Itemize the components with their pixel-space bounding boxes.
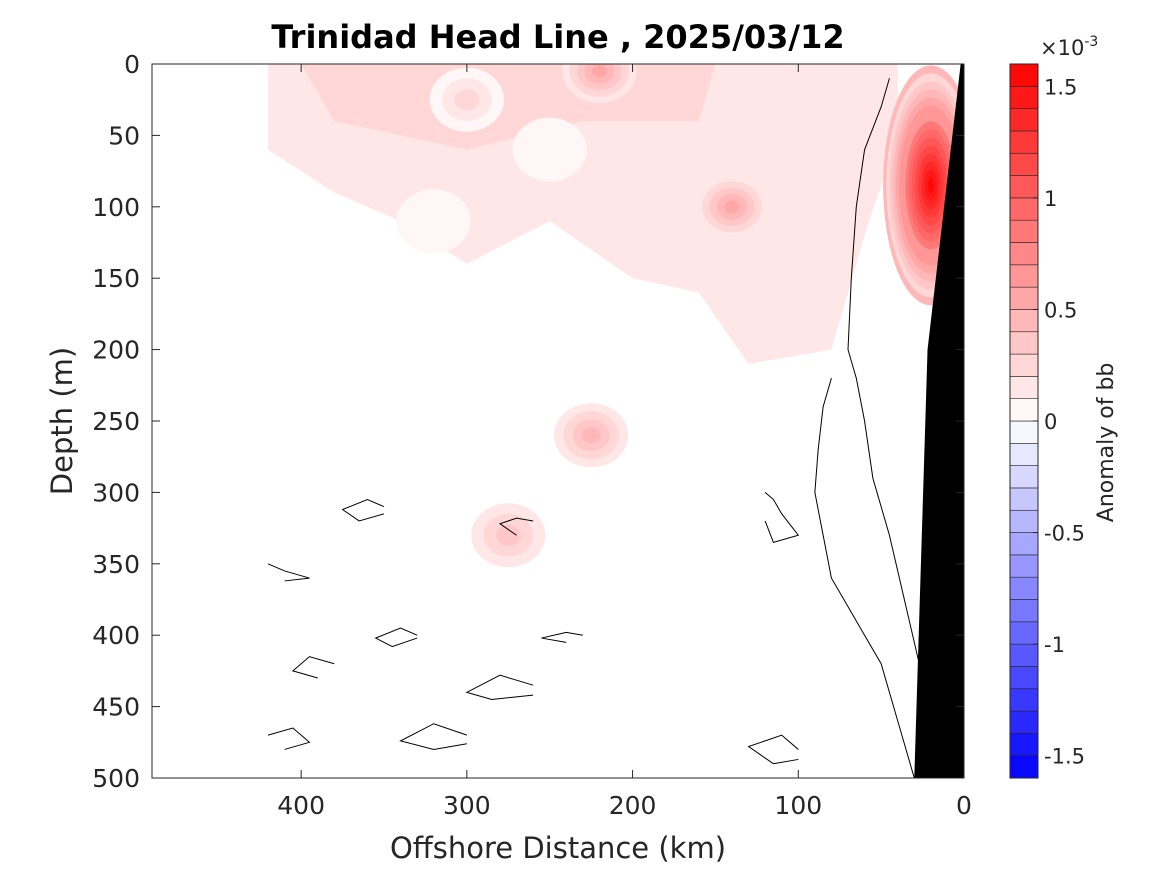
x-tick-label-0: 0 xyxy=(956,791,972,820)
colorbar-level-23 xyxy=(1009,242,1039,266)
x-tick-label-200: 200 xyxy=(609,791,657,820)
colorbar-tick-label-6: -1.5 xyxy=(1044,745,1085,769)
colorbar-level-15 xyxy=(1009,420,1039,444)
y-tick-label-200: 200 xyxy=(92,336,140,365)
colorbar-tick-label-0: 1.5 xyxy=(1044,75,1077,99)
colorbar-tick-label-5: -1 xyxy=(1044,633,1065,657)
y-tick-label-500: 500 xyxy=(92,764,140,793)
colorbar-level-16 xyxy=(1009,398,1039,422)
x-tick-label-100: 100 xyxy=(774,791,822,820)
zero-contour-11 xyxy=(498,517,534,536)
colorbar: 1.5 1 0.5 0 -0.5 -1 -1.5 xyxy=(1009,63,1085,779)
colorbar-level-10 xyxy=(1009,532,1039,556)
anomaly-blob-7-level-1 xyxy=(512,117,587,182)
anomaly-blob-6-level-1 xyxy=(396,189,471,254)
colorbar-level-6 xyxy=(1009,621,1039,645)
colorbar-tick-label-4: -0.5 xyxy=(1044,522,1085,546)
colorbar-level-14 xyxy=(1009,443,1039,466)
colorbar-level-26 xyxy=(1009,175,1039,199)
colorbar-level-29 xyxy=(1009,108,1039,132)
axis-ticks: 400 300 200 100 0 0 50 100 150 200 250 300 350 400 450… xyxy=(92,50,972,820)
colorbar-level-3 xyxy=(1009,688,1039,712)
y-tick-label-250: 250 xyxy=(92,407,140,436)
zero-contour-4 xyxy=(374,627,418,648)
zero-contour-5 xyxy=(541,631,583,643)
x-axis-label: Offshore Distance (km) xyxy=(390,831,726,865)
y-tick-label-150: 150 xyxy=(92,264,140,293)
colorbar-level-8 xyxy=(1009,576,1039,600)
anomaly-blob-1-level-1 xyxy=(724,200,740,214)
zero-contour-12 xyxy=(267,563,310,582)
y-tick-label-100: 100 xyxy=(92,193,140,222)
colorbar-level-21 xyxy=(1009,286,1039,310)
colorbar-level-17 xyxy=(1009,376,1039,399)
anomaly-blob-2-level-1 xyxy=(592,64,607,78)
anomaly-blob-5-level-1 xyxy=(454,89,480,111)
y-tick-label-400: 400 xyxy=(92,621,140,650)
x-tick-label-400: 400 xyxy=(277,791,325,820)
bathymetry-mask xyxy=(914,64,964,778)
x-tick-label-300: 300 xyxy=(443,791,491,820)
colorbar-level-30 xyxy=(1009,86,1039,109)
colorbar-multiplier: ×10-3 xyxy=(1040,34,1098,60)
colorbar-tick-label-3: 0 xyxy=(1044,410,1057,434)
chart-title: Trinidad Head Line , 2025/03/12 xyxy=(271,18,844,56)
zero-contour-0 xyxy=(847,78,932,736)
colorbar-tick-label-1: 1 xyxy=(1044,187,1057,211)
zero-contour-10 xyxy=(291,656,335,679)
y-axis-label: Depth (m) xyxy=(45,347,79,495)
zero-contours xyxy=(267,78,932,778)
zero-contour-2 xyxy=(764,492,800,543)
y-tick-label-350: 350 xyxy=(92,550,140,579)
zero-contour-9 xyxy=(267,727,311,750)
colorbar-exponent: -3 xyxy=(1084,34,1098,50)
colorbar-multiplier-base: ×10 xyxy=(1040,36,1084,60)
colorbar-level-0 xyxy=(1009,755,1039,779)
colorbar-level-19 xyxy=(1009,331,1039,355)
y-tick-label-300: 300 xyxy=(92,478,140,507)
colorbar-level-11 xyxy=(1009,509,1039,533)
colorbar-level-31 xyxy=(1009,63,1039,87)
colorbar-label: Anomaly of bb xyxy=(1094,363,1119,523)
colorbar-level-28 xyxy=(1009,130,1039,154)
y-tick-label-0: 0 xyxy=(124,50,140,79)
zero-contour-1 xyxy=(814,378,915,778)
colorbar-level-20 xyxy=(1009,309,1039,333)
anomaly-blob-0-level-1 xyxy=(927,177,935,194)
colorbar-level-2 xyxy=(1009,710,1039,734)
anomaly-blob-4-level-1 xyxy=(495,524,521,546)
colorbar-level-24 xyxy=(1009,219,1039,243)
y-tick-label-50: 50 xyxy=(108,121,140,150)
zero-contour-8 xyxy=(747,734,799,765)
colorbar-level-27 xyxy=(1009,152,1039,176)
colorbar-level-13 xyxy=(1009,465,1039,489)
zero-contour-6 xyxy=(465,674,534,700)
colorbar-level-25 xyxy=(1009,197,1039,221)
colorbar-level-22 xyxy=(1009,264,1039,288)
colorbar-level-12 xyxy=(1009,487,1039,511)
colorbar-level-4 xyxy=(1009,666,1039,690)
colorbar-tick-label-2: 0.5 xyxy=(1044,298,1077,322)
y-tick-label-450: 450 xyxy=(92,693,140,722)
colorbar-level-7 xyxy=(1009,599,1039,623)
colorbar-level-1 xyxy=(1009,733,1039,756)
colorbar-level-5 xyxy=(1009,643,1039,667)
anomaly-blob-3-level-1 xyxy=(581,427,601,444)
zero-contour-3 xyxy=(341,498,385,522)
zero-contour-7 xyxy=(399,723,468,750)
colorbar-level-18 xyxy=(1009,353,1039,377)
colorbar-level-9 xyxy=(1009,554,1039,578)
